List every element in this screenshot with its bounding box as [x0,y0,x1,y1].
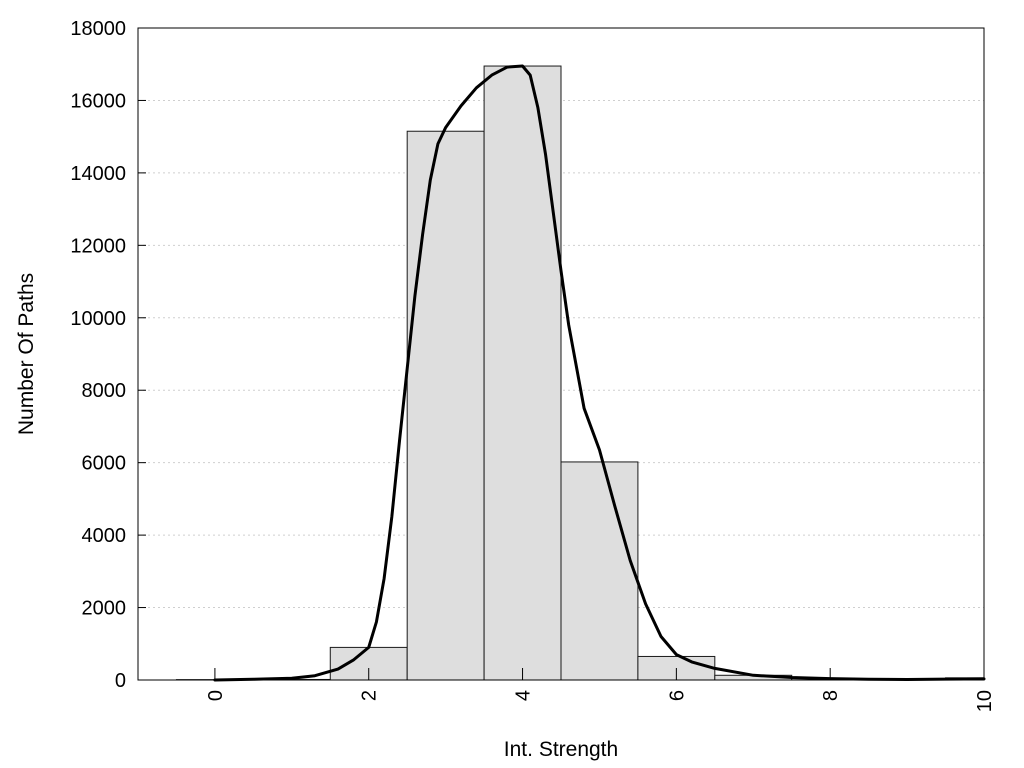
y-tick-label: 18000 [70,18,126,40]
y-tick-label: 0 [115,670,126,692]
y-tick-label: 8000 [82,380,127,402]
x-tick-label: 8 [820,690,842,701]
histogram-bar [407,131,484,680]
x-tick-label: 10 [974,690,996,712]
y-tick-label: 12000 [70,235,126,257]
y-tick-label: 10000 [70,308,126,330]
y-tick-label: 16000 [70,90,126,112]
x-tick-label: 0 [205,690,227,701]
y-tick-label: 6000 [82,453,127,475]
x-tick-label: 4 [513,690,535,701]
y-tick-label: 14000 [70,163,126,185]
y-tick-label: 4000 [82,525,127,547]
x-tick-label: 6 [666,690,688,701]
histogram-bar [561,462,638,680]
x-axis-title: Int. Strength [504,738,618,761]
x-tick-label: 2 [359,690,381,701]
y-tick-label: 2000 [82,598,127,620]
histogram-bar [484,66,561,680]
y-axis-title: Number Of Paths [15,273,38,435]
